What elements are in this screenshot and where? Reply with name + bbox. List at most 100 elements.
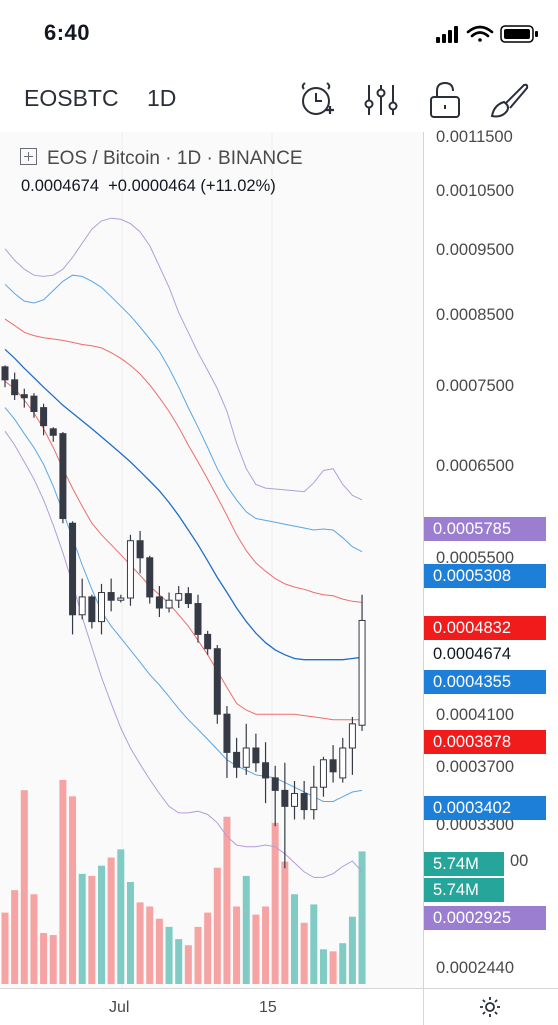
volume-bar: [175, 939, 183, 984]
candle-body: [155, 596, 163, 609]
volume-bar: [126, 882, 134, 984]
volume-bar: [213, 867, 221, 984]
chart-legend-values: 0.0004674 +0.0000464 (+11.02%): [21, 177, 276, 196]
time-axis-label: 15: [259, 999, 277, 1016]
candle-body: [252, 747, 260, 764]
interval-button[interactable]: 1D: [147, 85, 177, 111]
candle: [252, 733, 260, 772]
volume-bar: [348, 916, 356, 984]
candle-body: [329, 759, 337, 773]
alarm-add-icon[interactable]: [297, 80, 337, 120]
price-badge-bb-upper: 0.0005308: [424, 564, 546, 588]
volume-bar: [310, 904, 318, 984]
volume-bar: [194, 926, 202, 984]
candle-body: [281, 789, 289, 807]
candle-body: [49, 428, 57, 436]
price-axis[interactable]: 0.0011500 0.0010500 0.0009500 0.0008500 …: [423, 128, 558, 988]
candle-body: [1, 366, 9, 381]
candle: [300, 781, 308, 820]
candle-body: [126, 540, 134, 599]
candle: [78, 578, 86, 620]
candle-body: [107, 592, 115, 601]
candle: [126, 534, 134, 606]
band-line-mid-lower: [4, 407, 363, 802]
candle-body: [319, 759, 327, 788]
volume-bar: [136, 902, 144, 984]
candle: [1, 365, 9, 388]
candle-body: [339, 747, 347, 779]
candle-body: [262, 762, 270, 779]
candle: [233, 737, 241, 778]
candle: [184, 587, 192, 608]
price-axis-label: 0.0011500: [436, 128, 513, 146]
candle-body: [40, 407, 48, 427]
candle-body: [204, 633, 212, 650]
drawing-brush-icon[interactable]: [490, 80, 530, 120]
candle-body: [194, 603, 202, 635]
candle: [213, 645, 221, 724]
candle-body: [223, 713, 231, 753]
price-badge-bb-outer-upper: 0.0005785: [424, 517, 546, 541]
candles: [1, 365, 366, 869]
candle: [329, 745, 337, 783]
price-badge-bb-red-lower: 0.0003878: [424, 730, 546, 754]
volume-bar: [252, 914, 260, 984]
candle-body: [88, 596, 96, 623]
time-axis[interactable]: Jul 15: [0, 988, 423, 1025]
price-badge-bb-lower: 0.0003402: [424, 796, 546, 820]
wifi-icon: [466, 25, 494, 42]
add-symbol-icon[interactable]: [20, 148, 37, 165]
volume-bar: [11, 890, 19, 984]
price-badge-bb-outer-lower: 0.0002925: [424, 906, 546, 930]
unlock-icon[interactable]: [425, 80, 465, 120]
price-axis-label: 0.0009500: [436, 241, 514, 259]
candle-body: [175, 593, 183, 601]
volume-bar: [242, 875, 250, 984]
candle: [69, 521, 77, 635]
chart-canvas[interactable]: [0, 132, 423, 988]
candle-body: [11, 379, 19, 396]
candle: [262, 742, 270, 804]
chart-pane[interactable]: [0, 132, 423, 988]
candle: [194, 594, 202, 643]
candle: [271, 765, 279, 827]
price-badge-volume: 5.74M: [424, 852, 504, 876]
indicators-icon[interactable]: [361, 80, 401, 120]
candle-body: [136, 540, 144, 559]
volume-bar: [329, 951, 337, 984]
status-time: 6:40: [44, 20, 91, 45]
price-badge-bb-red-upper: 0.0004832: [424, 616, 546, 640]
candle-body: [59, 433, 67, 519]
volume-bar: [1, 912, 9, 984]
candle-body: [242, 747, 250, 768]
volume-bar: [40, 933, 48, 984]
candle: [155, 586, 163, 618]
candle: [165, 592, 173, 613]
candle: [204, 630, 212, 655]
band-line-mid-upper: [4, 274, 363, 553]
settings-gear-icon[interactable]: [479, 996, 501, 1018]
candle: [49, 427, 57, 442]
candle-body: [165, 599, 173, 609]
status-indicators: [436, 25, 538, 43]
candle: [242, 723, 250, 775]
volume-bar: [300, 922, 308, 984]
candle: [117, 594, 125, 603]
candle-body: [291, 793, 298, 807]
volume-bar: [223, 816, 231, 984]
symbol-button[interactable]: EOSBTC: [24, 85, 119, 111]
candle: [30, 393, 38, 418]
candle-body: [358, 619, 366, 726]
cellular-signal-icon: [436, 26, 458, 43]
volume-bar: [69, 796, 77, 984]
chart-legend-title[interactable]: EOS / Bitcoin · 1D · BINANCE: [20, 148, 303, 170]
volume-bar: [291, 894, 298, 984]
candle: [339, 737, 347, 783]
volume-bar: [117, 849, 125, 984]
legend-title: EOS / Bitcoin · 1D · BINANCE: [47, 148, 303, 169]
candle-body: [78, 596, 86, 616]
candle: [11, 372, 19, 400]
volume-bar: [49, 935, 57, 984]
chart-toolbar: EOSBTC 1D: [0, 68, 558, 133]
candle-body: [271, 777, 279, 791]
